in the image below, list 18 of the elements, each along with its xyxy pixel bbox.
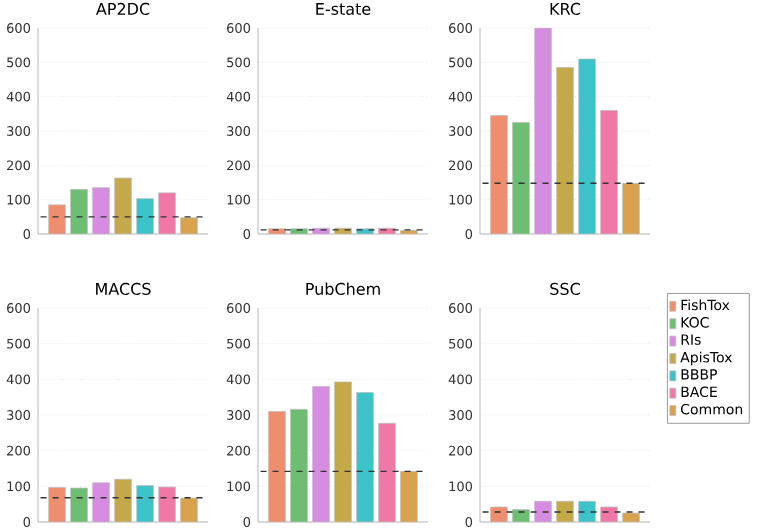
bar — [180, 217, 198, 234]
bar — [312, 386, 330, 522]
bar — [356, 392, 374, 522]
chart-title: KRC — [550, 2, 581, 15]
chart-title: E-state — [316, 3, 371, 15]
bar — [534, 28, 552, 234]
chart-title: PubChem — [306, 282, 380, 295]
bar — [556, 67, 574, 234]
bar — [334, 381, 352, 522]
chart-title: SSC — [550, 282, 580, 295]
chart-title: MACCS — [96, 282, 151, 295]
chart-title: AP2DC — [96, 2, 150, 15]
bar — [48, 487, 66, 522]
bar — [512, 122, 530, 234]
bar — [268, 411, 286, 522]
bar — [578, 58, 596, 234]
bar — [290, 408, 308, 522]
bar — [490, 115, 508, 234]
